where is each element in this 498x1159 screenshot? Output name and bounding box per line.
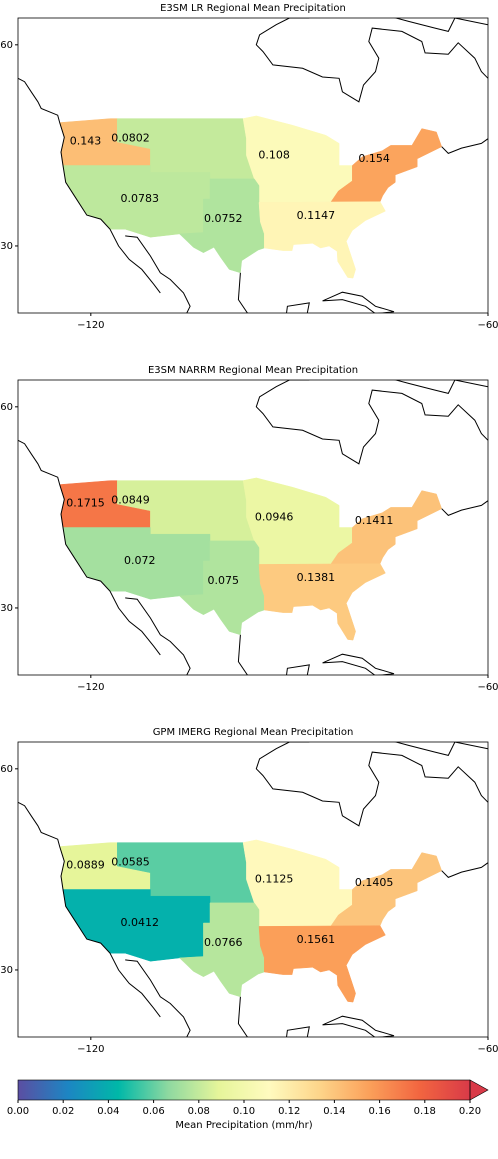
colorbar-tick-label: 0.20 (459, 1106, 481, 1117)
colorbar-tick-label: 0.06 (142, 1106, 164, 1117)
coastline (441, 500, 488, 516)
region-value-label: 0.0783 (121, 192, 160, 205)
region-value-label: 0.1715 (66, 496, 105, 509)
colorbar-tick-label: 0.16 (368, 1106, 390, 1117)
region-value-label: 0.154 (358, 152, 390, 165)
coastline (441, 862, 488, 878)
region-value-label: 0.0752 (204, 212, 243, 225)
map-frame (17, 379, 489, 676)
region (258, 201, 386, 279)
region-value-label: 0.1561 (297, 933, 336, 946)
coastline (255, 18, 488, 103)
coastline (125, 597, 191, 675)
x-tick-label: −120 (77, 320, 104, 331)
x-tick-label: −60 (477, 1044, 498, 1055)
y-tick-label: 60 (0, 402, 13, 413)
region-value-label: 0.0849 (111, 494, 150, 507)
colorbar-extension (469, 1079, 489, 1101)
panel-title: E3SM LR Regional Mean Precipitation (160, 3, 346, 14)
coastline (393, 1038, 433, 1051)
coastline (125, 959, 191, 1037)
colorbar-tick-label: 0.04 (97, 1106, 119, 1117)
coastline (255, 742, 488, 827)
coastline (394, 18, 488, 32)
coastline (18, 77, 161, 294)
panel-title: E3SM NARRM Regional Mean Precipitation (148, 365, 358, 376)
panel-title: GPM IMERG Regional Mean Precipitation (153, 727, 354, 738)
region (330, 490, 443, 564)
region-value-label: 0.1411 (355, 514, 394, 527)
region-value-label: 0.1147 (297, 209, 336, 222)
map-area (18, 380, 488, 689)
x-tick-label: −60 (477, 682, 498, 693)
region-value-label: 0.143 (70, 134, 102, 147)
y-tick-label: 60 (0, 40, 13, 51)
coastline (18, 801, 161, 1018)
coastline (237, 272, 310, 313)
x-tick-label: −60 (477, 320, 498, 331)
map-panel: E3SM LR Regional Mean Precipitation 0.143… (0, 3, 498, 331)
region-value-label: 0.1405 (355, 876, 394, 889)
region-value-label: 0.0889 (66, 858, 105, 871)
colorbar (18, 1080, 470, 1100)
coastline (255, 380, 488, 465)
map-area (18, 742, 488, 1051)
region (258, 925, 386, 1003)
x-tick-label: −120 (77, 682, 104, 693)
region-value-label: 0.1381 (297, 571, 336, 584)
y-tick-label: 30 (0, 241, 13, 252)
y-tick-label: 60 (0, 764, 13, 775)
region (330, 852, 443, 926)
coastline (18, 439, 161, 656)
region-value-label: 0.108 (258, 148, 290, 161)
colorbar-tick-label: 0.14 (323, 1106, 345, 1117)
region-value-label: 0.072 (124, 554, 156, 567)
region-value-label: 0.0585 (111, 856, 150, 869)
coastline (237, 996, 310, 1037)
colorbar-tick-label: 0.00 (7, 1106, 29, 1117)
coastline (394, 380, 488, 394)
map-panel: E3SM NARRM Regional Mean Precipitation 0.… (0, 365, 498, 693)
coastline (322, 1015, 395, 1037)
y-tick-label: 30 (0, 965, 13, 976)
coastline (394, 742, 488, 756)
region-value-label: 0.0412 (121, 916, 160, 929)
colorbar-label: Mean Precipitation (mm/hr) (175, 1120, 312, 1131)
region (330, 128, 443, 202)
map-area (18, 18, 488, 327)
coastline (322, 291, 395, 313)
coastline (237, 634, 310, 675)
region-value-label: 0.0802 (111, 132, 150, 145)
region-value-label: 0.1125 (255, 872, 294, 885)
coastline (393, 314, 433, 327)
region (258, 563, 386, 641)
region-value-label: 0.0766 (204, 936, 243, 949)
region-value-label: 0.0946 (255, 510, 294, 523)
coastline (393, 676, 433, 689)
coastline (322, 653, 395, 675)
map-frame (17, 17, 489, 314)
colorbar-tick-label: 0.02 (52, 1106, 74, 1117)
colorbar-tick-label: 0.12 (278, 1106, 300, 1117)
map-frame (17, 741, 489, 1038)
map-panel: GPM IMERG Regional Mean Precipitation 0.0… (0, 727, 498, 1055)
x-tick-label: −120 (77, 1044, 104, 1055)
coastline (441, 138, 488, 154)
region-value-label: 0.075 (207, 574, 239, 587)
y-tick-label: 30 (0, 603, 13, 614)
colorbar-tick-label: 0.08 (188, 1106, 210, 1117)
colorbar-tick-label: 0.10 (233, 1106, 255, 1117)
coastline (125, 235, 191, 313)
colorbar-tick-label: 0.18 (414, 1106, 436, 1117)
